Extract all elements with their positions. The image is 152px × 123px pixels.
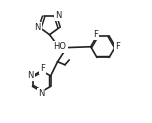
Text: F: F [115, 42, 120, 51]
Text: N: N [34, 23, 40, 32]
Text: N: N [38, 89, 44, 98]
Text: HO: HO [54, 42, 67, 52]
Text: N: N [55, 11, 61, 20]
Text: F: F [93, 30, 97, 39]
Text: F: F [40, 63, 45, 73]
Text: N: N [27, 71, 33, 80]
